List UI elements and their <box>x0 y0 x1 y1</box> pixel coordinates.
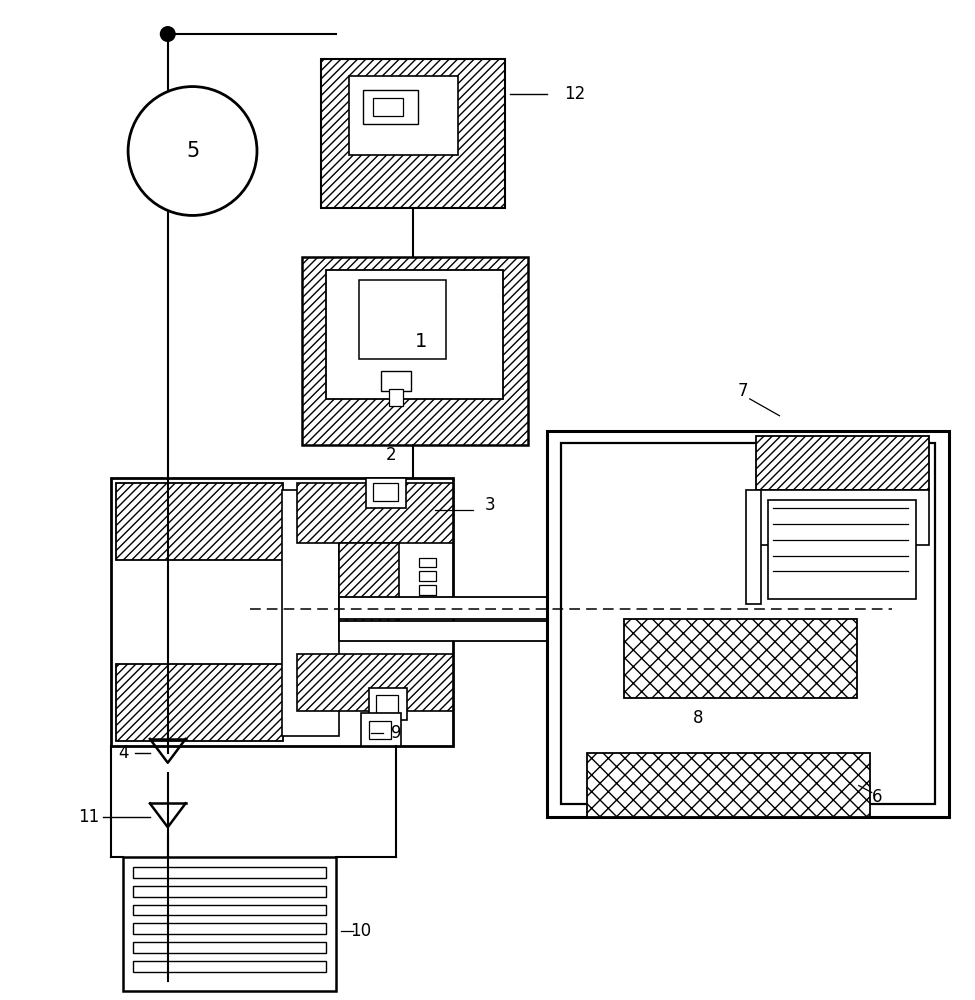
Text: 4: 4 <box>118 744 129 762</box>
Bar <box>349 76 458 155</box>
Bar <box>296 654 453 711</box>
Bar <box>373 98 403 116</box>
Bar <box>133 905 327 915</box>
Bar <box>133 867 327 878</box>
Bar <box>381 371 410 391</box>
Text: 11: 11 <box>78 808 99 826</box>
Bar <box>624 619 857 698</box>
Bar <box>376 695 398 713</box>
Text: 6: 6 <box>872 788 882 806</box>
Bar <box>369 688 407 720</box>
Bar <box>116 483 283 560</box>
Bar <box>339 597 855 619</box>
Bar <box>282 490 339 736</box>
Bar <box>373 483 398 501</box>
Bar <box>418 558 437 567</box>
Bar <box>133 923 327 934</box>
Text: 7: 7 <box>737 382 748 400</box>
Bar <box>418 571 437 581</box>
Bar <box>587 753 870 817</box>
Bar <box>296 483 453 543</box>
Bar <box>548 431 949 817</box>
Bar <box>361 713 401 746</box>
Bar <box>366 478 406 508</box>
Bar <box>767 500 916 599</box>
Bar <box>111 478 453 746</box>
Bar <box>746 490 760 604</box>
Bar <box>301 257 527 445</box>
Text: 10: 10 <box>351 922 371 940</box>
Text: 1: 1 <box>414 332 427 351</box>
Text: 3: 3 <box>485 496 495 514</box>
Circle shape <box>128 87 257 215</box>
Bar <box>123 857 336 991</box>
Bar <box>322 59 505 208</box>
Bar <box>756 436 929 490</box>
Bar <box>339 543 399 632</box>
Bar <box>756 490 929 545</box>
Bar <box>116 664 283 741</box>
Bar <box>363 90 417 124</box>
Bar <box>133 886 327 897</box>
Bar <box>389 389 403 406</box>
Text: 5: 5 <box>186 141 199 161</box>
Bar <box>418 585 437 595</box>
Bar <box>562 443 935 804</box>
Text: 12: 12 <box>565 85 586 103</box>
Circle shape <box>161 27 175 41</box>
Bar <box>339 621 855 641</box>
Text: 8: 8 <box>693 709 703 727</box>
Bar <box>359 280 447 359</box>
Bar <box>369 721 391 739</box>
Text: 9: 9 <box>391 724 401 742</box>
Text: 2: 2 <box>385 446 396 464</box>
Bar <box>327 270 503 399</box>
Bar <box>133 942 327 953</box>
Bar <box>133 961 327 972</box>
